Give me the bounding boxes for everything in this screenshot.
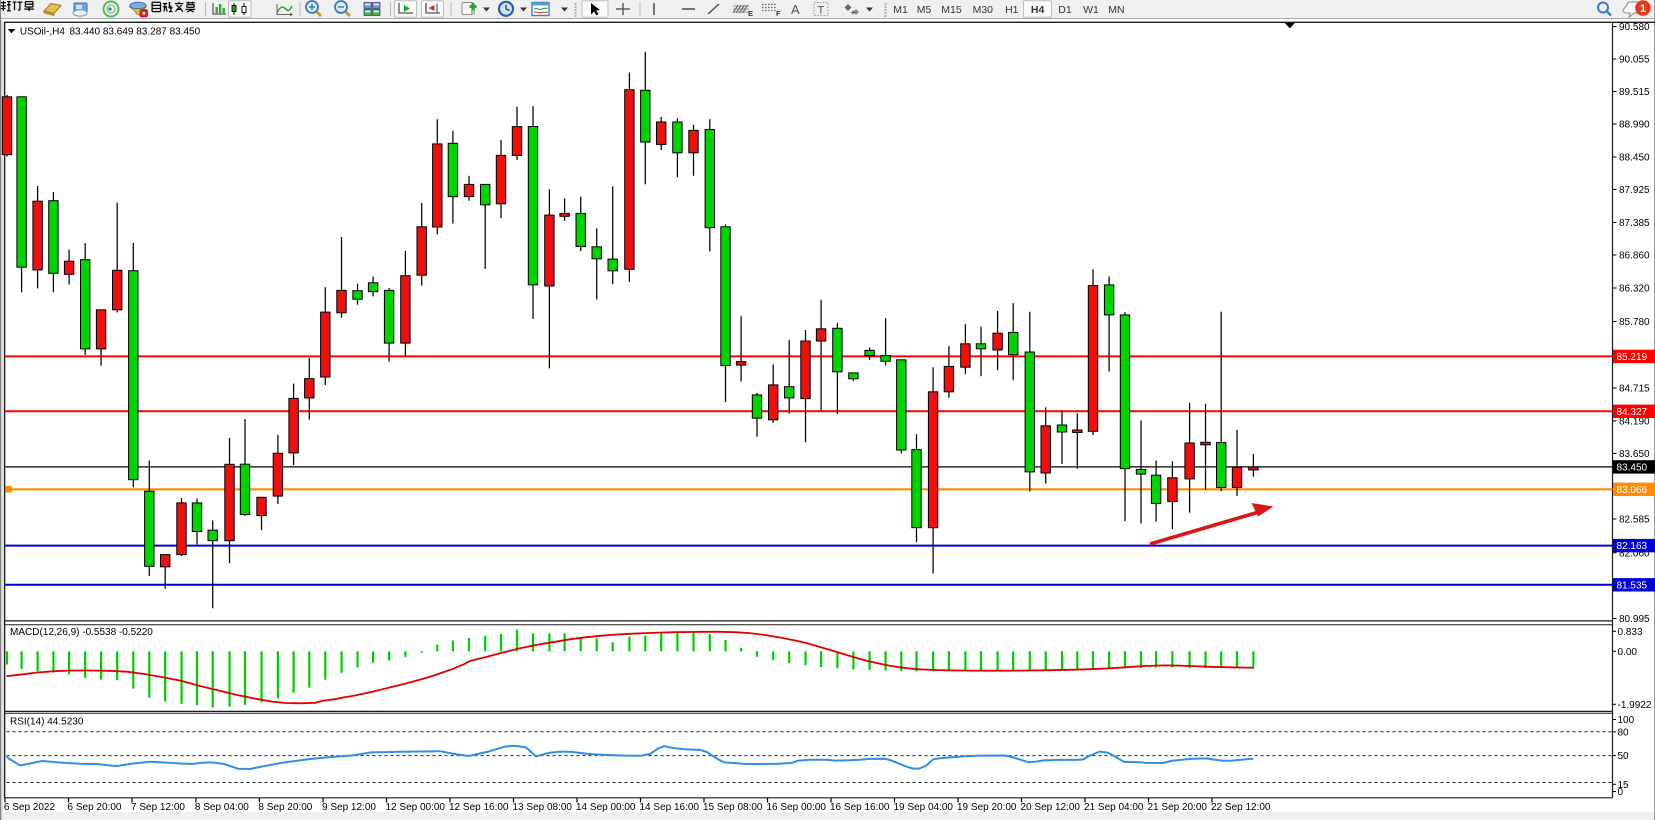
svg-text:85.219: 85.219 (1617, 352, 1648, 363)
svg-text:T: T (818, 5, 825, 17)
svg-text:RSI(14) 44.5230: RSI(14) 44.5230 (10, 717, 84, 728)
svg-text:84.190: 84.190 (1619, 417, 1650, 428)
svg-text:15 Sep 08:00: 15 Sep 08:00 (703, 802, 763, 813)
svg-text:H4: H4 (1031, 4, 1045, 16)
svg-text:USOil-,H4: USOil-,H4 (20, 27, 65, 38)
svg-text:M30: M30 (973, 4, 994, 16)
svg-text:13 Sep 08:00: 13 Sep 08:00 (513, 802, 573, 813)
svg-text:1: 1 (1640, 3, 1646, 15)
svg-text:100: 100 (1618, 715, 1635, 726)
svg-text:MACD(12,26,9) -0.5538 -0.5220: MACD(12,26,9) -0.5538 -0.5220 (10, 627, 153, 638)
svg-text:-1.9922: -1.9922 (1618, 700, 1652, 711)
svg-text:83.440 83.649 83.287 83.450: 83.440 83.649 83.287 83.450 (70, 27, 201, 38)
svg-text:88.450: 88.450 (1619, 153, 1650, 164)
svg-text:50: 50 (1618, 751, 1630, 762)
svg-text:81.535: 81.535 (1617, 580, 1648, 591)
svg-text:W1: W1 (1083, 4, 1099, 16)
svg-text:83.650: 83.650 (1619, 449, 1650, 460)
svg-text:15: 15 (1618, 780, 1630, 791)
svg-text:9 Sep 12:00: 9 Sep 12:00 (322, 802, 376, 813)
svg-text:14 Sep 16:00: 14 Sep 16:00 (640, 802, 700, 813)
svg-text:6 Sep 2022: 6 Sep 2022 (4, 802, 56, 813)
svg-text:82.060: 82.060 (1619, 548, 1650, 559)
svg-text:87.925: 87.925 (1619, 185, 1650, 196)
svg-text:D1: D1 (1058, 4, 1072, 16)
svg-text:19 Sep 04:00: 19 Sep 04:00 (894, 802, 954, 813)
svg-text:80: 80 (1618, 727, 1630, 738)
svg-text:84.327: 84.327 (1617, 407, 1648, 418)
svg-text:F: F (776, 9, 781, 18)
svg-text:A: A (791, 2, 800, 17)
svg-text:83.066: 83.066 (1617, 485, 1648, 496)
svg-text:90.580: 90.580 (1619, 22, 1650, 33)
svg-text:80.995: 80.995 (1619, 614, 1650, 625)
svg-text:8 Sep 20:00: 8 Sep 20:00 (258, 802, 312, 813)
svg-text:22 Sep 12:00: 22 Sep 12:00 (1211, 802, 1271, 813)
svg-text:12 Sep 16:00: 12 Sep 16:00 (449, 802, 509, 813)
svg-text:7 Sep 12:00: 7 Sep 12:00 (131, 802, 185, 813)
svg-text:M1: M1 (893, 4, 908, 16)
svg-text:86.860: 86.860 (1619, 251, 1650, 262)
svg-text:14 Sep 00:00: 14 Sep 00:00 (576, 802, 636, 813)
svg-text:21 Sep 20:00: 21 Sep 20:00 (1148, 802, 1208, 813)
svg-text:16 Sep 16:00: 16 Sep 16:00 (830, 802, 890, 813)
svg-text:82.585: 82.585 (1619, 515, 1650, 526)
svg-text:85.780: 85.780 (1619, 317, 1650, 328)
svg-text:82.163: 82.163 (1617, 541, 1648, 552)
svg-text:0: 0 (1618, 787, 1624, 798)
svg-text:84.715: 84.715 (1619, 384, 1650, 395)
svg-text:88.990: 88.990 (1619, 120, 1650, 131)
svg-text:E: E (748, 9, 753, 18)
svg-text:MN: MN (1108, 4, 1124, 16)
svg-text:90.055: 90.055 (1619, 55, 1650, 66)
svg-text:16 Sep 00:00: 16 Sep 00:00 (767, 802, 827, 813)
svg-text:89.515: 89.515 (1619, 87, 1650, 98)
svg-text:H1: H1 (1005, 4, 1019, 16)
svg-text:0.00: 0.00 (1618, 647, 1638, 658)
svg-text:83.450: 83.450 (1617, 462, 1648, 473)
svg-text:M15: M15 (941, 4, 962, 16)
svg-text:12 Sep 00:00: 12 Sep 00:00 (386, 802, 446, 813)
svg-text:86.320: 86.320 (1619, 284, 1650, 295)
svg-text:87.385: 87.385 (1619, 218, 1650, 229)
svg-text:M5: M5 (917, 4, 932, 16)
svg-text:8 Sep 04:00: 8 Sep 04:00 (195, 802, 249, 813)
svg-text:19 Sep 20:00: 19 Sep 20:00 (957, 802, 1017, 813)
svg-text:6 Sep 20:00: 6 Sep 20:00 (68, 802, 122, 813)
svg-text:0.833: 0.833 (1618, 627, 1643, 638)
svg-text:20 Sep 12:00: 20 Sep 12:00 (1021, 802, 1081, 813)
svg-text:21 Sep 04:00: 21 Sep 04:00 (1084, 802, 1144, 813)
